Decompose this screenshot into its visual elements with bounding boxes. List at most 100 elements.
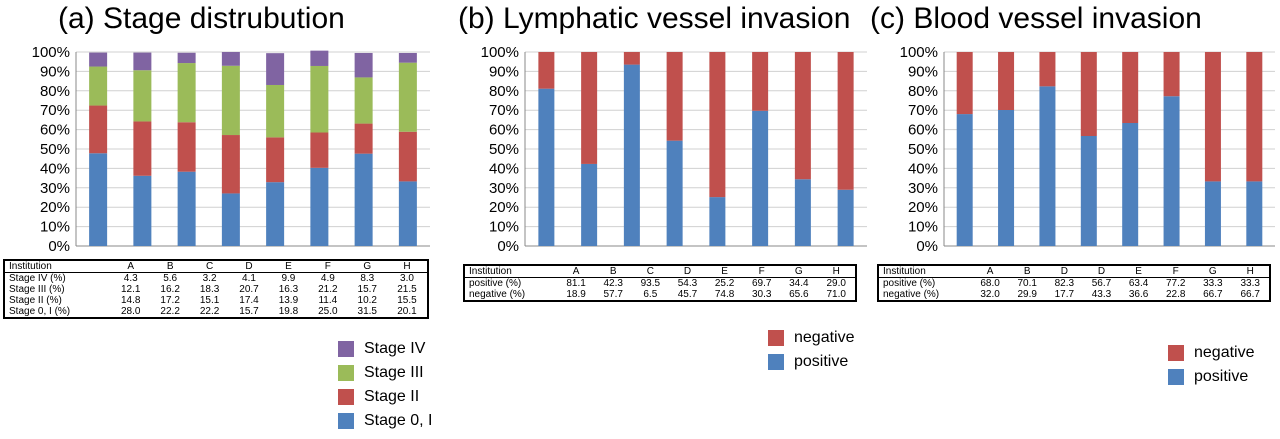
chart-c-legend-label: negative [1194, 344, 1255, 361]
chart-a-bar-stage-ii-c [177, 122, 196, 172]
chart-b-table-header-cell: F [743, 265, 781, 278]
chart-c-legend-swatch [1168, 369, 1184, 385]
chart-c-bar-positive-f [1163, 96, 1180, 246]
chart-b-bar-positive-f [752, 110, 769, 246]
chart-b-table-row-label: negative (%) [469, 289, 526, 300]
chart-a-table-cell: 9.9 [281, 273, 296, 284]
chart-c-table-header-cell: H [1231, 265, 1270, 278]
chart-a-bar-stage-iv-g [354, 52, 373, 78]
chart-a-table-cell: 19.8 [278, 306, 299, 317]
chart-a-table-cell: 3.0 [400, 273, 414, 284]
chart-b-legend-label: positive [794, 353, 849, 370]
chart-a-table-cell: 20.1 [397, 306, 417, 317]
chart-b-table-cell: 57.7 [603, 289, 623, 300]
chart-a-bar-stage-0-i-b [133, 175, 152, 246]
chart-c-legend-item-positive: positive [1168, 365, 1255, 389]
chart-c-bar-positive-g [1204, 181, 1221, 246]
chart-c-y-tick-label: 10% [908, 219, 938, 236]
chart-a-bar-stage-0-i-c [177, 171, 196, 246]
chart-c-y-tick-label: 50% [908, 141, 938, 158]
chart-a-table-cell: 28.0 [121, 306, 141, 317]
chart-a-table-cell: 22.2 [199, 306, 220, 317]
chart-a-bar-stage-0-i-h [398, 181, 417, 246]
chart-c-y-tick-label: 100% [900, 44, 938, 61]
chart-b-bar-negative-e [709, 52, 726, 198]
chart-a-bar-stage-iii-h [398, 62, 417, 132]
chart-b-y-tick-label: 90% [489, 63, 519, 80]
chart-c-table-row-label: positive (%) [883, 278, 936, 289]
chart-c-bar-negative-h [1246, 52, 1263, 182]
chart-b-bar-negative-f [752, 52, 769, 111]
chart-b-table-row-label: positive (%) [469, 278, 522, 289]
chart-c-legend-swatch [1168, 345, 1184, 361]
chart-a-table-cell: 22.2 [160, 306, 180, 317]
chart-c-table-row-label: negative (%) [883, 289, 940, 300]
chart-c-bar-negative-f [1163, 52, 1180, 97]
chart-a-legend-swatch [338, 341, 354, 357]
chart-c-y-tick-label: 40% [908, 160, 938, 177]
chart-b-y-tick-label: 30% [489, 180, 519, 197]
chart-a-table-cell: 18.3 [199, 284, 220, 295]
chart-a-bar-stage-ii-h [398, 131, 417, 182]
chart-a-bar-stage-iii-g [354, 77, 373, 124]
chart-a-bar-stage-0-i-g [354, 153, 373, 246]
chart-a-table-cell: 8.3 [360, 273, 375, 284]
chart-b-table-header-cell: A [557, 265, 595, 278]
chart-b-y-tick-label: 100% [481, 44, 519, 61]
chart-c-plot: 0% 10% 20% 30% 40% 50% 60% 70% 80% 90% 100% [900, 44, 1275, 255]
chart-a-legend-item-stage-iii: Stage III [338, 361, 433, 385]
chart-a-data-table: Institution A B C D E F G H Stage IV (%) 4.3 5.6 3.2… [3, 259, 429, 319]
chart-a-bar-stage-iii-c [177, 63, 196, 123]
chart-b-table-cell: 54.3 [677, 278, 698, 289]
chart-a-y-tick-label: 30% [40, 180, 70, 197]
chart-a-y-tick-label: 10% [40, 219, 70, 236]
chart-b-y-tick-label: 80% [489, 83, 519, 100]
chart-a-table-header-cell: D [229, 260, 269, 273]
chart-a-plot: 0% 10% 20% 30% 40% 50% 60% 70% 80% 90% 100% [32, 44, 430, 255]
chart-a-bar-stage-ii-f [310, 132, 329, 168]
chart-c-table-row: positive (%) 68.0 70.1 82.3 56.7 63.4 77.2 33.3… [878, 278, 1270, 290]
chart-b-plot: 0% 10% 20% 30% 40% 50% 60% 70% 80% 90% 100% [481, 44, 867, 255]
chart-b-bar-positive-d [666, 140, 683, 246]
chart-a-table-cell: 10.2 [357, 295, 377, 306]
chart-c-legend: negative positive [1168, 341, 1255, 389]
chart-a-table-cell: 16.2 [160, 284, 180, 295]
chart-c-table-header-cell: G [1194, 265, 1232, 278]
chart-c-table-cell: 32.0 [980, 289, 1000, 300]
chart-b-bar-positive-g [794, 179, 811, 246]
chart-b-legend-item-positive: positive [768, 350, 855, 374]
chart-a-y-tick-label: 0% [48, 238, 70, 255]
chart-a-table-header-cell: G [347, 260, 387, 273]
chart-c-table-cell: 56.7 [1091, 278, 1112, 289]
chart-c-table-cell: 17.7 [1054, 289, 1075, 300]
chart-c-table-cell: 82.3 [1054, 278, 1075, 289]
chart-a-table-cell: 17.2 [160, 295, 180, 306]
chart-b-bar-negative-c [623, 52, 640, 65]
chart-c-table-header-cell: B [1008, 265, 1046, 278]
chart-a-bar-stage-iii-a [89, 66, 108, 106]
chart-b-table-cell: 74.8 [714, 289, 735, 300]
chart-a-table-row: Stage III (%) 12.1 16.2 18.3 20.7 16.3 21.2 15.… [4, 284, 428, 295]
chart-c-y-tick-label: 30% [908, 180, 938, 197]
chart-a-table-cell: 14.8 [121, 295, 141, 306]
chart-a-table-cell: 21.5 [397, 284, 417, 295]
chart-a-bar-stage-iv-f [310, 50, 329, 66]
chart-a-table-cell: 25.0 [318, 306, 338, 317]
chart-a-bar-stage-0-i-d [221, 193, 240, 246]
chart-c-table-header-cell: E [1120, 265, 1158, 278]
chart-c-bar-negative-a [956, 52, 973, 115]
chart-b-table-cell: 71.0 [826, 289, 846, 300]
chart-a-legend-swatch [338, 413, 354, 429]
chart-c-table-header-label: Institution [878, 265, 972, 278]
chart-b-bar-positive-c [623, 64, 640, 246]
chart-a-legend-label: Stage 0, I [364, 412, 433, 429]
chart-a-table-cell: 20.7 [239, 284, 259, 295]
chart-a-table-cell: 4.3 [123, 273, 138, 284]
chart-a-legend-item-stage-0-i: Stage 0, I [338, 409, 433, 433]
chart-a-table-cell: 4.1 [242, 273, 256, 284]
chart-a-bar-stage-iv-e [266, 53, 285, 85]
chart-a-y-tick-label: 100% [32, 44, 70, 61]
chart-b-table-cell: 81.1 [566, 278, 586, 289]
chart-a-bar-stage-ii-g [354, 123, 373, 154]
